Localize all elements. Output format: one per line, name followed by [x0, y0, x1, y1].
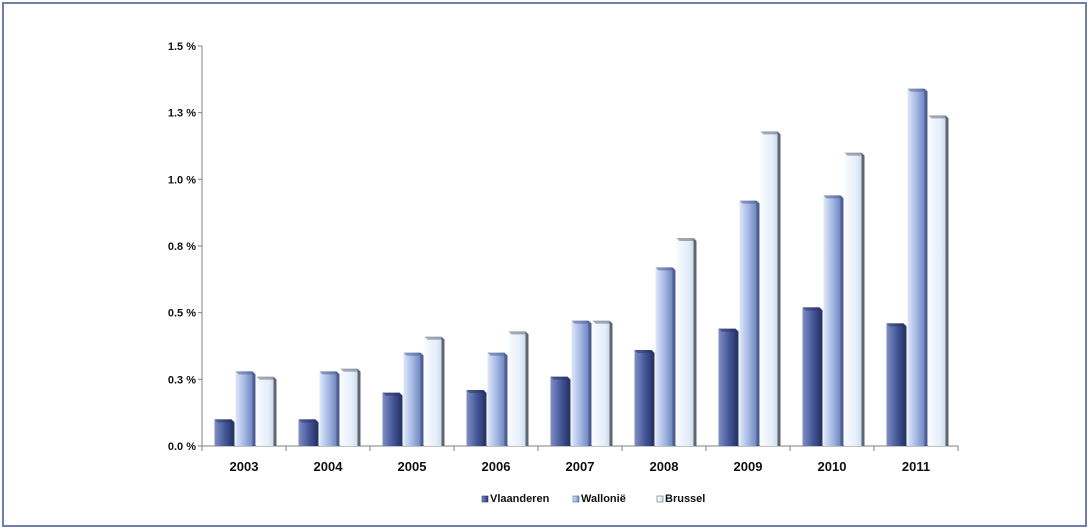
legend-label: Vlaanderen — [490, 493, 550, 505]
bar-brussel-2005 — [424, 336, 445, 446]
legend-item-vlaanderen: Vlaanderen — [481, 493, 550, 505]
bar-brussel-2004 — [340, 368, 361, 446]
bar-walloni-2008 — [655, 267, 676, 446]
legend-item-brussel: Brussel — [656, 493, 705, 505]
x-tick-label: 2008 — [650, 459, 679, 474]
y-tick-label: 1.3 % — [168, 108, 196, 120]
bar-brussel-2011 — [928, 115, 949, 446]
bar-vlaanderen-2008 — [634, 350, 655, 446]
legend-swatch — [481, 495, 489, 503]
bar-brussel-2006 — [508, 331, 529, 446]
bar-brussel-2010 — [844, 152, 865, 446]
bar-vlaanderen-2009 — [718, 328, 739, 446]
x-tick-label: 2011 — [902, 459, 930, 474]
bar-walloni-2010 — [823, 195, 844, 446]
bar-walloni-2006 — [487, 352, 508, 446]
bar-vlaanderen-2007 — [550, 376, 571, 446]
bar-walloni-2004 — [319, 371, 340, 446]
y-tick-label: 1.0 % — [168, 174, 196, 186]
x-tick-label: 2010 — [818, 459, 847, 474]
bar-vlaanderen-2005 — [382, 392, 403, 446]
x-tick-label: 2009 — [734, 459, 763, 474]
bar-vlaanderen-2006 — [466, 390, 487, 446]
y-axis-ticks: 0.0 % 0.3 % 0.5 % 0.8 % 1.0 % 1.3 % 1.5 % — [168, 41, 202, 453]
bar-brussel-2009 — [760, 131, 781, 446]
legend-label: Wallonië — [581, 493, 626, 505]
y-tick-label: 0.5 % — [168, 308, 196, 320]
legend-item-walloni: Wallonië — [572, 493, 626, 505]
bar-chart: 0.0 % 0.3 % 0.5 % 0.8 % 1.0 % 1.3 % 1.5 % 2003… — [168, 41, 959, 505]
legend-swatch — [572, 495, 580, 503]
x-tick-label: 2005 — [398, 459, 427, 474]
bar-vlaanderen-2004 — [298, 419, 319, 446]
bar-vlaanderen-2003 — [214, 419, 235, 446]
x-tick-label: 2006 — [482, 459, 511, 474]
bar-walloni-2005 — [403, 352, 424, 446]
bar-brussel-2007 — [592, 320, 613, 446]
bar-vlaanderen-2011 — [886, 323, 907, 446]
bar-brussel-2003 — [256, 376, 277, 446]
legend-swatch — [656, 495, 664, 503]
bar-vlaanderen-2010 — [802, 307, 823, 446]
bar-brussel-2008 — [676, 238, 697, 446]
y-tick-label: 0.0 % — [168, 441, 196, 453]
legend-label: Brussel — [665, 493, 705, 505]
bars — [214, 88, 949, 447]
bar-walloni-2003 — [235, 371, 256, 446]
y-tick-label: 0.8 % — [168, 241, 196, 253]
x-axis-ticks: 2003 2004 2005 2006 2007 2008 2009 2010 2011 — [201, 446, 959, 474]
x-tick-label: 2007 — [566, 459, 595, 474]
bar-walloni-2007 — [571, 320, 592, 446]
y-tick-label: 1.5 % — [168, 41, 196, 53]
x-tick-label: 2003 — [230, 459, 259, 474]
bar-walloni-2011 — [907, 88, 928, 447]
bar-walloni-2009 — [739, 200, 760, 446]
y-tick-label: 0.3 % — [168, 374, 196, 386]
legend: Vlaanderen Wallonië Brussel — [481, 493, 705, 505]
x-tick-label: 2004 — [314, 459, 344, 474]
